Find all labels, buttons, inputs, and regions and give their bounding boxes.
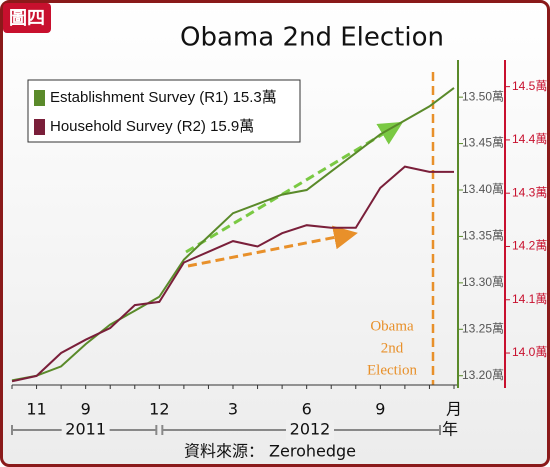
year-label-bg: [286, 420, 334, 440]
x-tick-label: 9: [81, 400, 91, 419]
y-tick-label: 13.35萬: [462, 229, 504, 243]
year-label-bg: [61, 420, 110, 440]
y2-tick-label: 14.0萬: [512, 345, 547, 359]
y2-tick-label: 14.3萬: [512, 185, 547, 199]
badge: 圖四: [9, 8, 45, 29]
y-tick-label: 13.25萬: [462, 321, 504, 335]
annotation: 2nd: [381, 340, 404, 356]
source: 資料來源： Zerohedge: [184, 442, 356, 461]
annotation: Obama: [370, 318, 414, 334]
x-tick-label: 3: [228, 400, 238, 419]
y2-tick-label: 14.4萬: [512, 132, 547, 146]
y2-tick-label: 14.2萬: [512, 239, 547, 253]
y-tick-label: 13.45萬: [462, 136, 504, 150]
year-label: 2011: [65, 420, 106, 439]
y2-tick-label: 14.5萬: [512, 79, 547, 93]
y-tick-label: 13.30萬: [462, 275, 504, 289]
legend-label: Household Survey (R2) 15.9萬: [50, 118, 254, 135]
x-tick-label: 12: [149, 400, 169, 419]
legend-swatch: [34, 90, 45, 106]
chart-title: Obama 2nd Election: [180, 23, 444, 53]
annotation: Election: [367, 362, 417, 378]
y2-tick-label: 14.1萬: [512, 292, 547, 306]
x-tick-label: 6: [302, 400, 312, 419]
x-tick-label: 11: [26, 400, 46, 419]
legend-box: [27, 79, 301, 143]
year-label: 2012: [290, 420, 331, 439]
legend-swatch: [34, 119, 45, 135]
series-line: [11, 165, 454, 383]
badge-bg: [3, 3, 51, 33]
legend-label: Establishment Survey (R1) 15.3萬: [50, 89, 277, 106]
series-line: [11, 87, 455, 382]
y-tick-label: 13.50萬: [462, 89, 504, 103]
x-tick-label: 9: [375, 400, 385, 419]
y-tick-label: 13.40萬: [462, 182, 504, 196]
x-tick-label: 月: [446, 400, 462, 419]
year-unit: 年: [442, 420, 458, 439]
y-tick-label: 13.20萬: [462, 368, 504, 382]
